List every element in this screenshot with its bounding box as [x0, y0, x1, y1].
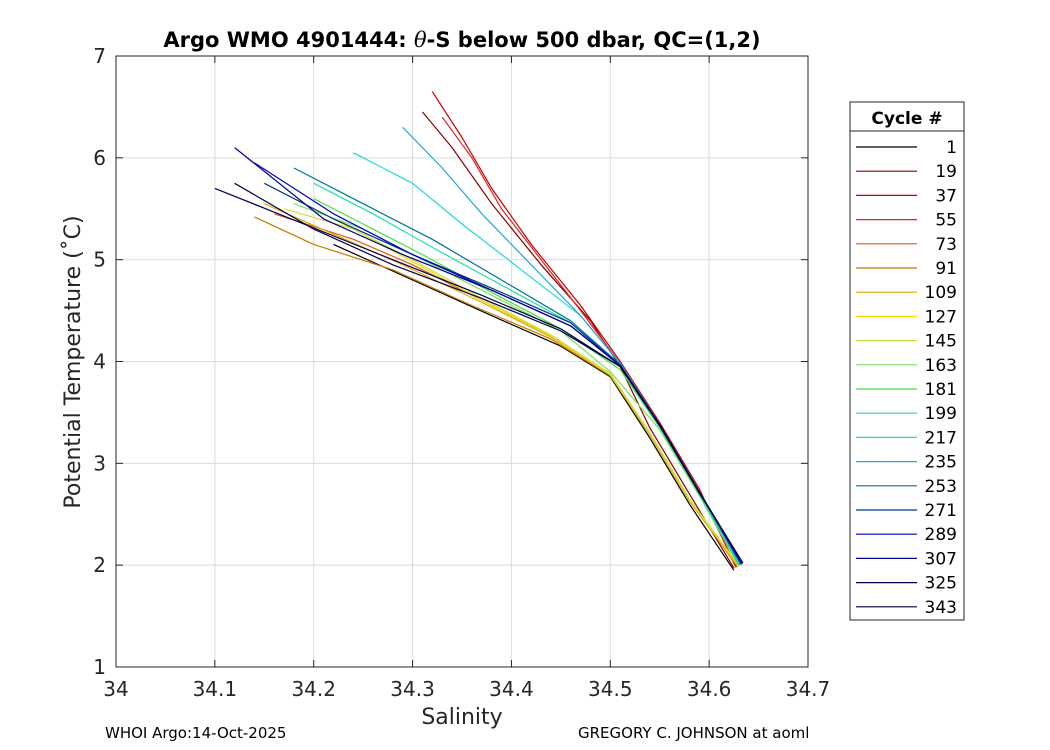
- series-line-cycle-343: [234, 182, 744, 564]
- y-axis-label: Potential Temperature (˚C): [61, 215, 86, 508]
- legend-label: 181: [925, 380, 957, 400]
- legend-label: 343: [925, 598, 957, 618]
- x-tick-label: 34.5: [588, 677, 633, 701]
- x-tick-label: 34.4: [489, 677, 534, 701]
- footer-left: WHOI Argo:14-Oct-2025: [105, 724, 287, 742]
- series-line-cycle-37: [431, 91, 737, 568]
- legend-label: 289: [925, 525, 957, 545]
- x-tick-label: 34: [103, 677, 128, 701]
- x-tick-label: 34.3: [390, 677, 435, 701]
- legend-label: 127: [925, 307, 957, 327]
- legend-entries: 1 19 37 55 73 91 109 127 145 163 181 199 217 235 253 27…: [856, 138, 957, 618]
- chart-title: Argo WMO 4901444: θ-S below 500 dbar, QC…: [163, 28, 760, 52]
- legend-label: 145: [925, 332, 957, 352]
- legend-label: 109: [925, 283, 957, 303]
- chart-title-suffix: -S below 500 dbar, QC=(1,2): [427, 28, 761, 52]
- legend-label: 37: [935, 186, 957, 206]
- x-tick-label: 34.7: [786, 677, 831, 701]
- series-line-cycle-145: [283, 208, 740, 566]
- y-tick-label: 5: [93, 248, 106, 272]
- x-axis-ticks: 34 34.1 34.2 34.3 34.4 34.5 34.6 34.7: [103, 56, 830, 701]
- y-tick-label: 4: [93, 350, 106, 374]
- legend-label: 19: [935, 162, 957, 182]
- x-axis-label: Salinity: [421, 705, 502, 730]
- y-tick-label: 2: [93, 553, 106, 577]
- legend-label: 73: [935, 235, 957, 255]
- legend-label: 271: [925, 501, 957, 521]
- chart-title-theta: θ: [414, 28, 427, 52]
- series-line-cycle-1: [333, 243, 735, 571]
- y-tick-label: 6: [93, 146, 106, 170]
- legend-label: 235: [925, 453, 957, 473]
- y-tick-label: 7: [93, 44, 106, 68]
- legend-label: 325: [925, 574, 957, 594]
- legend-label: 163: [925, 356, 957, 376]
- x-tick-label: 34.1: [193, 677, 238, 701]
- legend-label: 55: [935, 211, 957, 231]
- x-tick-label: 34.2: [291, 677, 336, 701]
- y-tick-label: 3: [93, 451, 106, 475]
- legend-label: 199: [925, 404, 957, 424]
- series-lines: [214, 91, 744, 571]
- x-tick-label: 34.6: [687, 677, 732, 701]
- footer-right: GREGORY C. JOHNSON at aoml: [578, 724, 810, 742]
- legend-title: Cycle #: [871, 109, 942, 129]
- y-tick-label: 1: [93, 655, 106, 679]
- legend-label: 253: [925, 477, 957, 497]
- legend-label: 217: [925, 428, 957, 448]
- chart-title-prefix: Argo WMO 4901444:: [163, 28, 414, 52]
- series-line-cycle-19: [422, 111, 735, 569]
- legend: Cycle # 1 19 37 55 73 91 109 127 145 163 181 199 217…: [849, 101, 965, 621]
- legend-label: 1: [946, 138, 957, 158]
- legend-label: 91: [935, 259, 957, 279]
- y-axis-ticks: 1 2 3 4 5 6 7: [93, 44, 808, 679]
- legend-label: 307: [925, 549, 957, 569]
